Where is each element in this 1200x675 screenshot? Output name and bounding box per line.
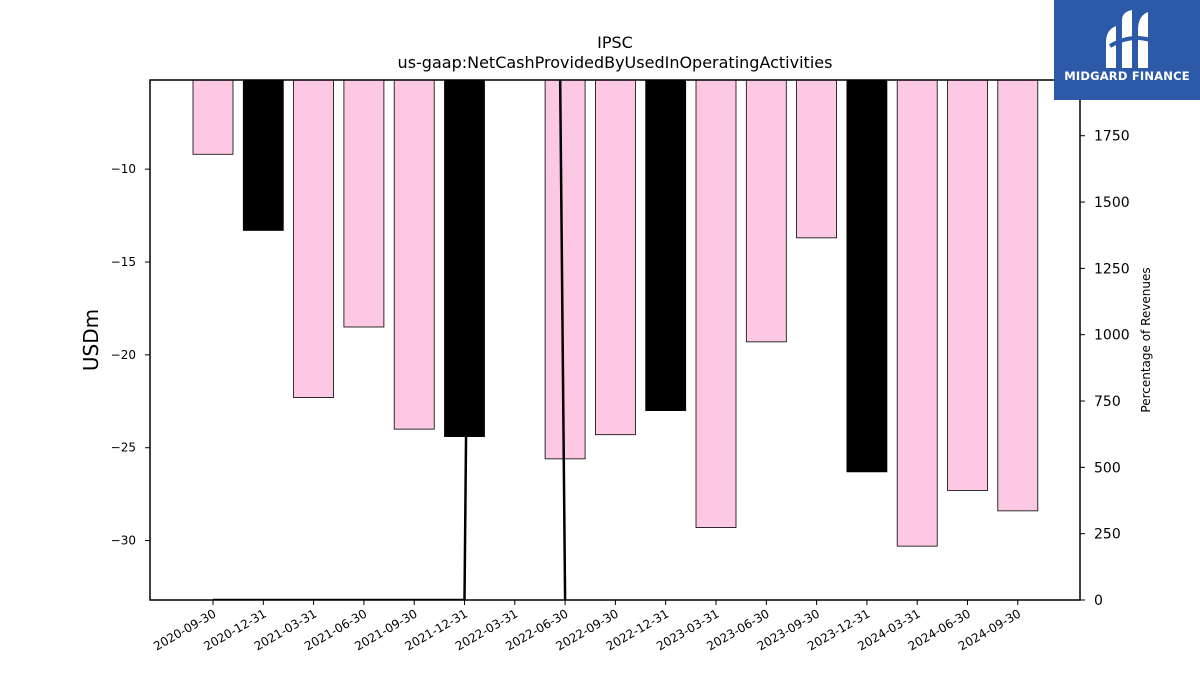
y2-tick-label: 750 [1094, 394, 1121, 410]
bar-2024-06-30 [947, 79, 988, 491]
bar-2024-09-30 [997, 79, 1039, 512]
y-tick-label: −15 [111, 255, 136, 269]
y2-tick-label: 1250 [1094, 261, 1130, 277]
y2-tick-label: 250 [1094, 527, 1121, 543]
y-tick-label: −30 [111, 534, 136, 548]
bar-2023-06-30 [745, 79, 787, 343]
y2-tick-label: 1500 [1094, 195, 1130, 211]
y-axis-label: USDm [79, 309, 103, 371]
y2-tick-label: 1000 [1094, 328, 1130, 344]
brand-logo: MIDGARD FINANCE [1054, 0, 1200, 100]
bar-2022-09-30 [595, 79, 636, 436]
bar-2023-03-31 [695, 79, 737, 528]
right-axis: 0 250 500 750 1000 1250 1500 1750 [1080, 129, 1130, 609]
y2-tick-label: 0 [1094, 593, 1103, 609]
bar-2024-03-31 [896, 79, 938, 547]
bar-2021-06-30 [343, 79, 385, 328]
logo-mark-icon [1106, 10, 1151, 68]
bar-2021-12-31 [444, 79, 485, 437]
left-axis: −10 −15 −20 −25 −30 [111, 162, 150, 548]
chart-title: IPSC [597, 33, 633, 52]
bar-2021-03-31 [293, 79, 335, 398]
bar-2020-09-30 [192, 79, 234, 155]
bar-2022-06-30 [544, 79, 586, 460]
y-tick-label: −20 [111, 348, 136, 362]
x-axis: 2020-09-302020-12-312021-03-312021-06-30… [151, 600, 1023, 653]
chart-subtitle: us-gaap:NetCashProvidedByUsedInOperating… [398, 53, 833, 72]
bar-2023-09-30 [796, 79, 837, 239]
bar-2022-12-31 [645, 79, 687, 411]
y-tick-label: −10 [111, 162, 136, 176]
logo-text: MIDGARD FINANCE [1064, 69, 1190, 83]
y2-tick-label: 1750 [1094, 129, 1130, 145]
y2-axis-label: Percentage of Revenues [1139, 267, 1153, 412]
bars-layer [192, 79, 1039, 547]
bar-2020-12-31 [242, 79, 284, 231]
bar-2023-12-31 [846, 79, 888, 473]
y-tick-label: −25 [111, 441, 136, 455]
bar-2021-09-30 [393, 79, 435, 430]
y2-tick-label: 500 [1094, 460, 1121, 476]
